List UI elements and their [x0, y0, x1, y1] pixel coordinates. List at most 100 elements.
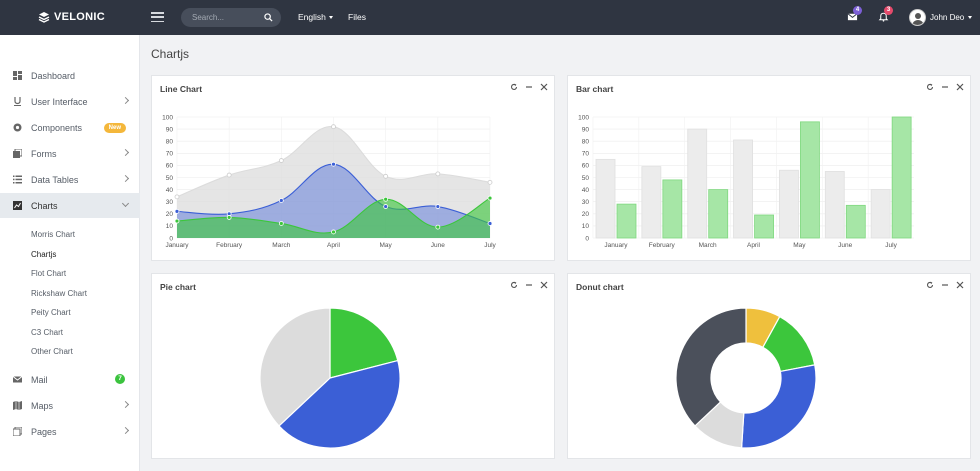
sidebar-item-label: Data Tables: [31, 174, 79, 185]
chevron-right-icon: [121, 174, 130, 183]
bar: [662, 179, 683, 239]
notifications-button[interactable]: 3: [878, 6, 893, 23]
mail-button[interactable]: 4: [847, 6, 862, 23]
map-icon: [13, 401, 22, 410]
sidebar-item-maps[interactable]: Maps: [0, 393, 140, 418]
x-tick-label: June: [431, 242, 445, 249]
bar: [824, 171, 845, 239]
y-tick-label: 30: [582, 199, 590, 206]
dashboard-icon: [13, 71, 22, 80]
forms-icon: [13, 149, 22, 158]
minimize-icon[interactable]: [525, 281, 533, 289]
submenu-flot-chart[interactable]: Flot Chart: [31, 269, 67, 278]
x-tick-label: June: [838, 242, 852, 249]
data-point: [487, 179, 493, 185]
submenu-rickshaw-chart[interactable]: Rickshaw Chart: [31, 289, 88, 298]
y-tick-label: 40: [582, 187, 590, 194]
submenu-peity-chart[interactable]: Peity Chart: [31, 308, 71, 317]
pie-chart-card: Pie chart: [151, 273, 555, 459]
donut-slice: [740, 364, 817, 449]
card-title: Donut chart: [576, 282, 624, 292]
bar: [870, 189, 891, 239]
sidebar-item-label: User Interface: [31, 96, 88, 107]
sidebar-item-components[interactable]: Components New: [0, 115, 140, 140]
y-tick-label: 100: [162, 114, 173, 121]
bar-chart: 0 10 20 30 40 50 60 70 80 90 100 January February Mar…: [578, 114, 914, 249]
x-tick-label: April: [747, 242, 761, 249]
x-tick-label: July: [885, 242, 897, 249]
sidebar-item-label: Mail: [31, 374, 48, 385]
data-point: [174, 218, 180, 224]
top-navbar: VELONIC English Files 4 3 John Deo: [0, 0, 980, 35]
close-icon[interactable]: [956, 281, 964, 289]
donut-slice: [675, 307, 747, 427]
minimize-icon[interactable]: [525, 83, 533, 91]
submenu-morris-chart[interactable]: Morris Chart: [31, 230, 76, 239]
search-box: [181, 8, 281, 27]
sidebar-item-forms[interactable]: Forms: [0, 141, 140, 166]
underline-icon: [13, 97, 22, 106]
bar: [800, 121, 820, 239]
sidebar-item-charts[interactable]: Charts: [0, 193, 140, 218]
sidebar-item-label: Components: [31, 122, 83, 133]
data-point: [331, 161, 336, 167]
sidebar-item-dashboard[interactable]: Dashboard: [0, 63, 140, 88]
data-point: [383, 204, 389, 209]
menu-toggle-icon[interactable]: [151, 12, 164, 22]
sidebar-item-label: Maps: [31, 400, 54, 411]
data-point: [487, 195, 493, 201]
minimize-icon[interactable]: [941, 281, 949, 289]
sidebar-item-data-tables[interactable]: Data Tables: [0, 167, 140, 192]
bar: [733, 139, 753, 239]
search-icon[interactable]: [263, 13, 273, 23]
y-tick-label: 90: [166, 126, 174, 133]
sidebar-item-user-interface[interactable]: User Interface: [0, 89, 140, 114]
pie-slice: [259, 307, 331, 427]
y-tick-label: 80: [582, 139, 590, 146]
refresh-icon[interactable]: [926, 83, 934, 91]
sidebar-item-pages[interactable]: Pages: [0, 419, 140, 444]
submenu-c3-chart[interactable]: C3 Chart: [31, 328, 64, 337]
x-tick-label: January: [165, 242, 189, 249]
card-title: Line Chart: [160, 84, 203, 94]
refresh-icon[interactable]: [926, 281, 934, 289]
card-title: Pie chart: [160, 282, 196, 292]
close-icon[interactable]: [540, 281, 548, 289]
y-tick-label: 10: [582, 223, 590, 230]
data-point: [174, 194, 180, 200]
sidebar-item-label: Pages: [31, 426, 57, 437]
pie-slice: [329, 307, 399, 379]
pages-icon: [13, 427, 22, 436]
sidebar-item-label: Forms: [31, 148, 57, 159]
close-icon[interactable]: [540, 83, 548, 91]
user-menu[interactable]: John Deo: [909, 9, 973, 26]
data-point: [487, 221, 493, 226]
data-point: [435, 204, 441, 209]
data-point: [278, 158, 284, 163]
data-point: [331, 124, 336, 130]
brand-logo[interactable]: VELONIC: [38, 10, 105, 24]
search-input[interactable]: [192, 13, 263, 22]
y-tick-label: 70: [582, 151, 590, 158]
submenu-chartjs[interactable]: Chartjs: [31, 250, 57, 259]
new-badge: New: [103, 123, 126, 133]
language-label: English: [298, 12, 326, 22]
files-link[interactable]: Files: [348, 12, 366, 22]
language-dropdown[interactable]: English: [298, 12, 333, 22]
donut-chart-card: Donut chart: [567, 273, 971, 459]
submenu-other-chart[interactable]: Other Chart: [31, 347, 73, 356]
close-icon[interactable]: [956, 83, 964, 91]
refresh-icon[interactable]: [510, 83, 518, 91]
data-point: [383, 196, 389, 202]
x-tick-label: March: [699, 242, 717, 249]
sidebar-item-mail[interactable]: Mail 7: [0, 367, 140, 392]
refresh-icon[interactable]: [510, 281, 518, 289]
x-tick-label: March: [272, 242, 290, 249]
x-tick-label: January: [604, 242, 628, 249]
caret-down-icon: [968, 16, 973, 19]
minimize-icon[interactable]: [941, 83, 949, 91]
y-tick-label: 60: [582, 163, 590, 170]
line-chart: 0 10 20 30 40 50 60 70 80 90 100 January February Mar…: [162, 114, 496, 249]
chevron-right-icon: [121, 400, 130, 409]
user-name: John Deo: [930, 13, 965, 22]
